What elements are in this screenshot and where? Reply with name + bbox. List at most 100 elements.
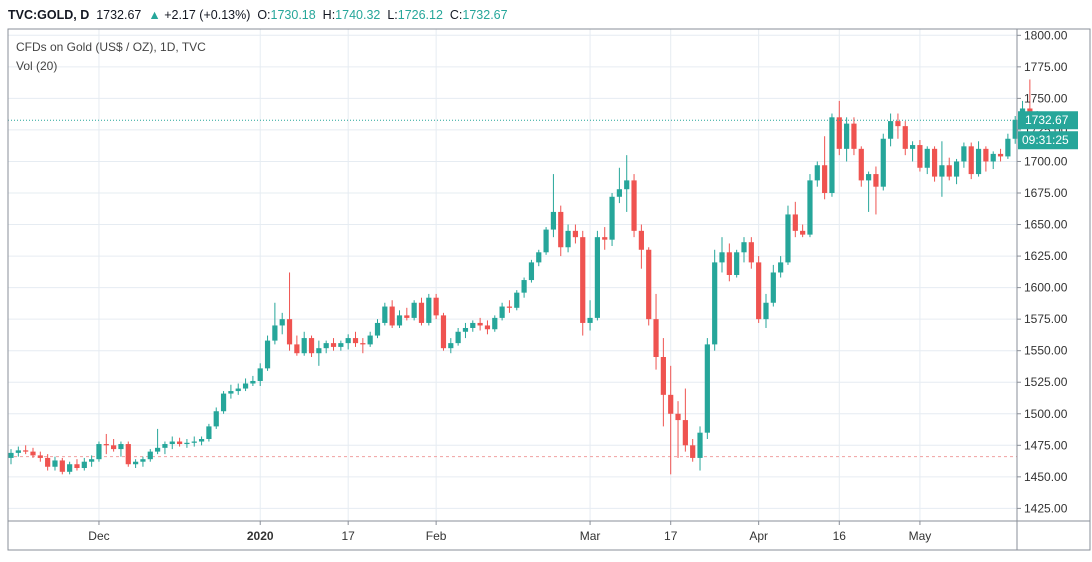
candle[interactable] [939,141,945,197]
candle[interactable] [352,331,359,347]
candle[interactable] [250,375,256,387]
candle[interactable] [953,158,960,185]
candle[interactable] [330,338,337,351]
candle[interactable] [308,335,315,357]
candle[interactable] [433,293,439,320]
candle[interactable] [712,249,718,351]
candle[interactable] [895,113,901,139]
candle[interactable] [660,338,666,427]
candle[interactable] [638,224,644,269]
candle[interactable] [301,331,307,356]
candle[interactable] [37,451,43,462]
candle[interactable] [770,264,776,307]
candle[interactable] [778,256,784,278]
candle[interactable] [418,297,425,326]
candle[interactable] [514,290,520,311]
candle[interactable] [1012,116,1018,144]
time-axis[interactable]: Dec 2020 17 Feb Mar 17 Apr 16 May [88,521,931,543]
candle[interactable] [345,334,351,350]
candle[interactable] [704,338,710,439]
candle[interactable] [45,454,51,471]
candle[interactable] [785,205,791,265]
candle[interactable] [763,293,769,328]
candle[interactable] [748,237,754,269]
candle[interactable] [558,205,564,257]
candle[interactable] [440,312,447,351]
candles[interactable] [8,79,1040,475]
candle[interactable] [609,193,615,246]
candle[interactable] [279,312,285,335]
candle[interactable] [506,300,513,313]
candle[interactable] [455,327,461,346]
candle[interactable] [396,310,403,328]
candle[interactable] [983,146,989,172]
candle[interactable] [8,449,14,465]
candle[interactable] [624,155,630,212]
candle[interactable] [235,383,241,395]
candle[interactable] [528,259,535,283]
candle[interactable] [572,224,579,244]
candle[interactable] [367,331,373,347]
candle[interactable] [997,148,1004,162]
candle[interactable] [594,230,600,321]
candle[interactable] [675,401,681,458]
candle[interactable] [404,307,410,321]
candle[interactable] [829,113,835,197]
candle[interactable] [81,457,87,471]
candle[interactable] [873,166,879,215]
candle[interactable] [902,121,908,156]
candle[interactable] [565,224,571,253]
candle[interactable] [59,457,65,475]
candle[interactable] [323,340,329,354]
candle[interactable] [294,335,300,356]
candle[interactable] [184,439,190,448]
candle[interactable] [543,227,549,255]
candle[interactable] [374,319,381,339]
candle[interactable] [30,447,36,458]
candle[interactable] [844,117,850,162]
candle[interactable] [741,237,747,263]
candle[interactable] [191,436,197,447]
candle[interactable] [89,455,95,467]
candle[interactable] [909,141,916,162]
candle[interactable] [206,423,212,442]
candle[interactable] [814,161,820,187]
candle[interactable] [719,237,725,273]
candle[interactable] [697,426,703,471]
candle[interactable] [477,317,483,331]
candle[interactable] [162,441,168,455]
candle[interactable] [286,272,293,351]
candle[interactable] [800,224,806,238]
candle[interactable] [646,247,652,326]
candle[interactable] [990,151,996,170]
candle[interactable] [316,340,322,366]
candle[interactable] [653,293,659,370]
candle[interactable] [52,456,58,471]
candle[interactable] [616,167,622,204]
candle[interactable] [133,459,139,469]
candle[interactable] [103,433,109,455]
candle[interactable] [851,117,857,156]
candle[interactable] [602,227,608,250]
candle[interactable] [213,407,219,429]
candle[interactable] [74,459,80,471]
candle[interactable] [726,243,732,282]
candle[interactable] [140,456,146,467]
candle[interactable] [550,174,557,238]
candle[interactable] [338,340,344,351]
candle[interactable] [668,365,674,475]
candle[interactable] [734,249,740,278]
candle[interactable] [807,174,813,238]
candle[interactable] [536,249,542,267]
candle[interactable] [411,300,417,321]
candle[interactable] [228,384,234,399]
candle[interactable] [975,141,982,177]
candle[interactable] [580,230,586,336]
candle[interactable] [836,100,842,156]
candle[interactable] [125,441,131,467]
candle[interactable] [924,146,930,175]
candle[interactable] [111,439,117,452]
candle[interactable] [822,136,828,200]
candle[interactable] [631,174,637,238]
